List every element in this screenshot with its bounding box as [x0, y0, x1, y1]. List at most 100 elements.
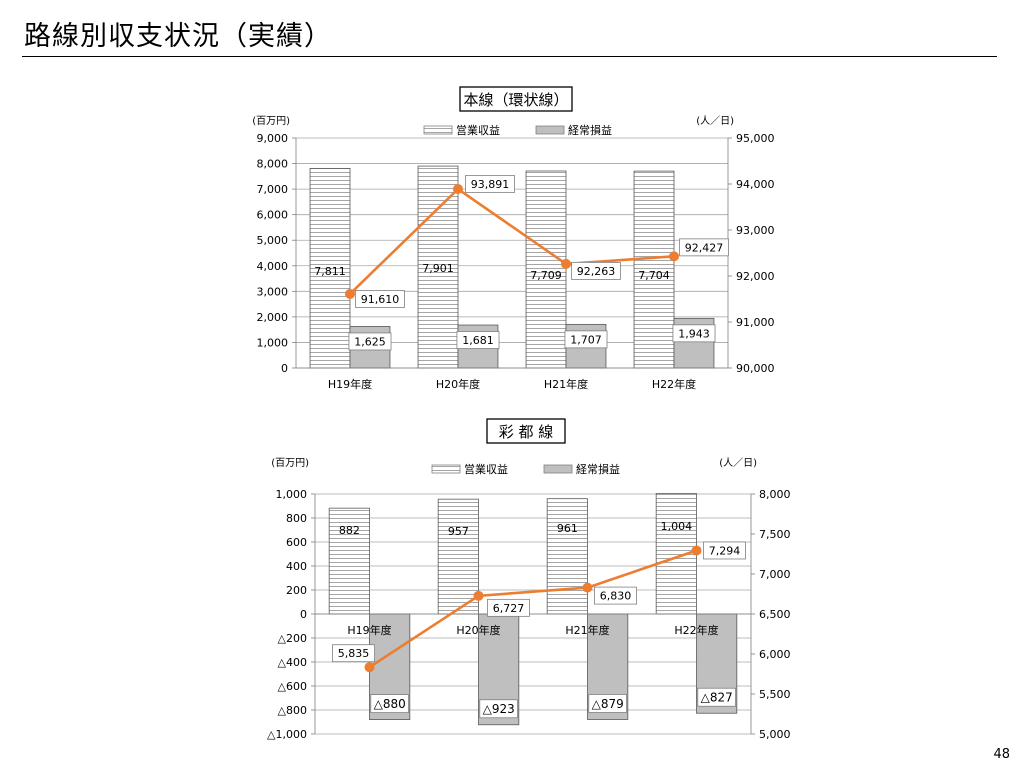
y-tick-label: 4,000: [257, 260, 289, 273]
legend-operating-label: 営業収益: [464, 462, 508, 476]
y2-tick-label: 7,500: [759, 528, 791, 541]
y2-tick-label: 91,000: [736, 316, 775, 329]
data-label-operating-revenue: 7,901: [422, 262, 454, 275]
x-category-label: H21年度: [544, 377, 588, 391]
data-label-ordinary-profit-group: △880: [370, 694, 409, 714]
y2-tick-label: 93,000: [736, 224, 775, 237]
x-category-label: H19年度: [328, 377, 372, 391]
right-axis-unit: (人／日): [696, 115, 734, 127]
y-tick-label: △400: [278, 656, 307, 669]
data-label-ridership-box: [332, 644, 375, 663]
ridership-point: [345, 288, 355, 299]
x-category-label: H22年度: [674, 623, 718, 637]
y2-tick-label: 94,000: [736, 178, 775, 191]
data-label-ridership-box: [487, 598, 530, 617]
data-label-operating-revenue: 7,704: [638, 269, 670, 282]
y-tick-label: 1,000: [257, 336, 289, 349]
data-label-ridership-box: [594, 586, 637, 605]
y-tick-label: 1,000: [276, 488, 308, 501]
y-tick-label: 400: [286, 560, 307, 573]
data-label-ridership-box: [355, 290, 405, 308]
title-divider: [22, 56, 997, 57]
ridership-point: [669, 251, 679, 262]
chart-title-box: [486, 418, 566, 444]
bar-operating-revenue: [437, 498, 479, 615]
data-label-operating-revenue: 7,709: [530, 269, 562, 282]
data-label-ordinary-profit: 1,625: [354, 335, 386, 348]
y-tick-label: 6,000: [257, 209, 289, 222]
y2-tick-label: 7,000: [759, 568, 791, 581]
data-label-ridership-group: 93,891: [465, 175, 515, 193]
y2-tick-label: 6,500: [759, 608, 791, 621]
y-tick-label: 0: [300, 608, 307, 621]
legend-operating-swatch: [431, 464, 461, 474]
ridership-line: [349, 187, 675, 295]
y-tick-label: 800: [286, 512, 307, 525]
y-tick-label: 3,000: [257, 285, 289, 298]
data-label-ridership: 92,427: [685, 241, 724, 254]
legend-ordinary-label: 経常損益: [568, 123, 612, 137]
bar-operating-revenue: [633, 170, 675, 369]
x-category-label: H19年度: [347, 623, 391, 637]
y-tick-label: 200: [286, 584, 307, 597]
data-label-ordinary-profit-group: 1,943: [672, 324, 716, 343]
data-label-operating-revenue: 1,004: [661, 520, 693, 533]
ridership-point: [582, 582, 593, 593]
data-label-ridership: 6,727: [493, 602, 525, 615]
data-label-ordinary-profit-box: [456, 331, 500, 349]
data-label-ordinary-profit-box: [564, 330, 608, 349]
honsen-chart: 本線（環状線） (百万円) (人／日) 営業収益 経常損益 0 1,000 2,000 3,00…: [252, 86, 775, 391]
x-category-label: H21年度: [565, 623, 609, 637]
y-tick-label: △1,000: [267, 728, 307, 741]
data-label-ordinary-profit: 1,707: [570, 333, 602, 346]
x-category-label: H20年度: [436, 377, 480, 391]
data-label-operating-revenue: 957: [448, 525, 469, 538]
data-label-ridership-group: 91,610: [355, 290, 405, 308]
bar-operating-revenue: [525, 170, 567, 369]
data-label-ridership-box: [679, 238, 729, 257]
data-label-ordinary-profit: △923: [483, 702, 515, 716]
data-label-ridership-box: [465, 175, 515, 193]
data-label-ridership: 7,294: [709, 544, 741, 557]
right-axis-unit: (人／日): [719, 457, 757, 469]
data-label-ridership-group: 92,427: [679, 238, 729, 257]
ridership-point: [561, 258, 571, 269]
data-label-ridership-box: [571, 262, 621, 280]
data-label-ridership-group: 6,727: [487, 598, 530, 617]
data-label-ordinary-profit-box: [588, 694, 627, 713]
data-label-ridership: 93,891: [471, 178, 510, 191]
data-label-ridership: 5,835: [338, 647, 370, 660]
data-label-ordinary-profit-group: △879: [588, 694, 627, 713]
legend-ordinary-label: 経常損益: [576, 462, 620, 476]
left-axis-unit: (百万円): [271, 457, 309, 469]
ridership-point: [473, 590, 484, 601]
y2-tick-label: 5,000: [759, 728, 791, 741]
y2-tick-label: 95,000: [736, 132, 775, 145]
y-tick-label: 8,000: [257, 158, 289, 171]
y-tick-label: △200: [278, 632, 307, 645]
legend-ordinary-swatch: [535, 125, 565, 135]
data-label-ordinary-profit-box: [479, 699, 518, 719]
chart-title: 彩 都 線: [499, 423, 554, 441]
data-label-ridership-group: 6,830: [594, 586, 637, 605]
ridership-point: [453, 184, 463, 195]
y2-tick-label: 8,000: [759, 488, 791, 501]
chart-title: 本線（環状線）: [463, 91, 568, 109]
data-label-ordinary-profit-box: [348, 332, 392, 351]
x-category-label: H22年度: [652, 377, 696, 391]
legend-operating-swatch: [423, 125, 453, 135]
x-category-label: H20年度: [456, 623, 500, 637]
y-tick-label: △600: [278, 680, 307, 693]
page-title: 路線別収支状況（実績）: [24, 21, 332, 52]
y-tick-label: 5,000: [257, 234, 289, 247]
data-label-operating-revenue: 7,811: [314, 265, 346, 278]
data-label-ridership-box: [703, 541, 746, 560]
y2-tick-label: 6,000: [759, 648, 791, 661]
data-label-ridership: 92,263: [577, 265, 616, 278]
data-label-ordinary-profit-group: 1,681: [456, 331, 500, 349]
data-label-ordinary-profit-box: [697, 687, 736, 707]
data-label-ordinary-profit: △879: [592, 697, 624, 711]
page-number: 48: [993, 747, 1010, 762]
y-tick-label: 0: [281, 362, 288, 375]
data-label-ordinary-profit: △880: [374, 697, 406, 711]
